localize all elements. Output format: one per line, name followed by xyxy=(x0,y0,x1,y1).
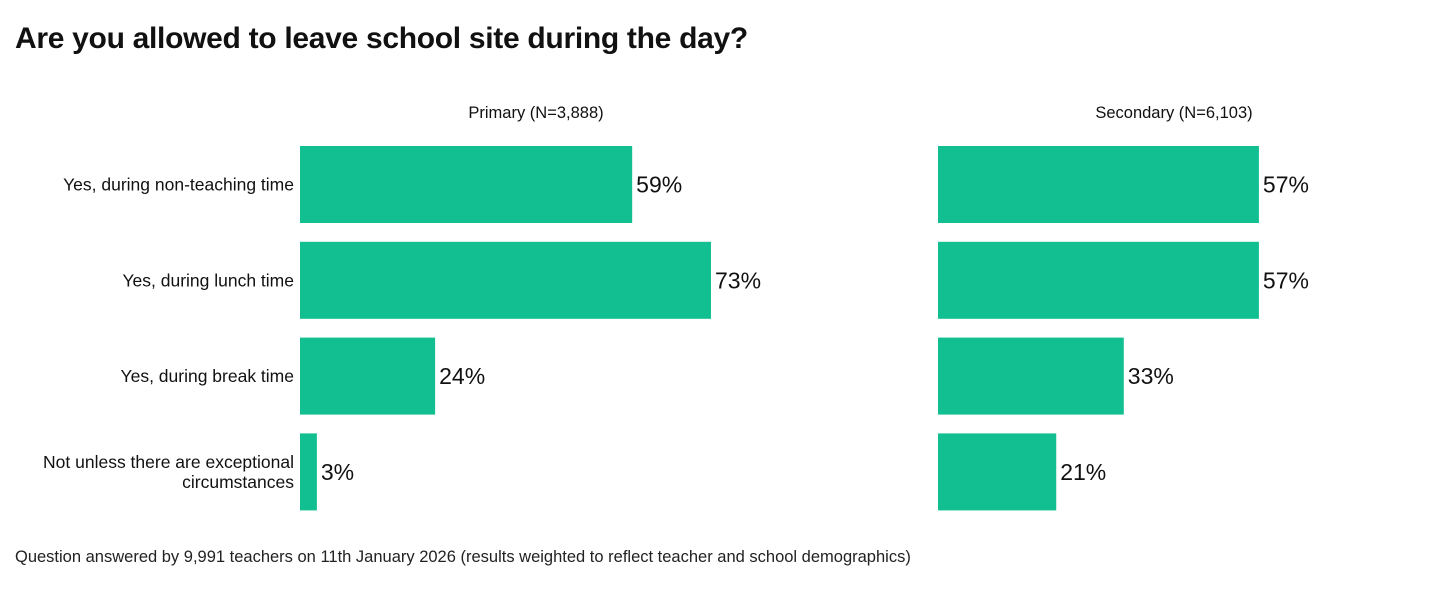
data-label: 3% xyxy=(321,459,354,485)
bar xyxy=(300,146,633,223)
data-label: 57% xyxy=(1263,267,1309,293)
panel-header: Secondary (N=6,103) xyxy=(1095,104,1252,122)
category-label: Yes, during non-teaching time xyxy=(63,175,294,195)
chart-title: Are you allowed to leave school site dur… xyxy=(15,22,748,55)
data-label: 57% xyxy=(1263,172,1309,198)
category-label: Yes, during lunch time xyxy=(122,270,294,290)
category-label: Not unless there are exceptional circumst… xyxy=(43,452,294,492)
bar xyxy=(938,433,1057,511)
category-label-line: Yes, during non-teaching time xyxy=(63,175,294,195)
bar xyxy=(300,433,317,511)
category-label-line: Yes, during lunch time xyxy=(122,270,294,290)
category-label-line: circumstances xyxy=(182,472,294,492)
category-label-line: Not unless there are exceptional xyxy=(43,452,294,472)
data-label: 59% xyxy=(636,172,682,198)
bar xyxy=(938,337,1124,415)
bar xyxy=(938,241,1259,319)
bar xyxy=(938,146,1259,223)
category-label: Yes, during break time xyxy=(121,366,294,386)
footnote: Question answered by 9,991 teachers on 1… xyxy=(15,548,911,566)
bar xyxy=(300,241,711,319)
data-label: 73% xyxy=(715,267,761,293)
bar xyxy=(300,337,436,415)
category-label-line: Yes, during break time xyxy=(121,366,294,386)
bar-chart: Yes, during non-teaching time Yes, during… xyxy=(43,104,1309,511)
panel-header: Primary (N=3,888) xyxy=(468,104,603,122)
data-label: 33% xyxy=(1128,363,1174,389)
data-label: 24% xyxy=(439,363,485,389)
data-label: 21% xyxy=(1060,459,1106,485)
